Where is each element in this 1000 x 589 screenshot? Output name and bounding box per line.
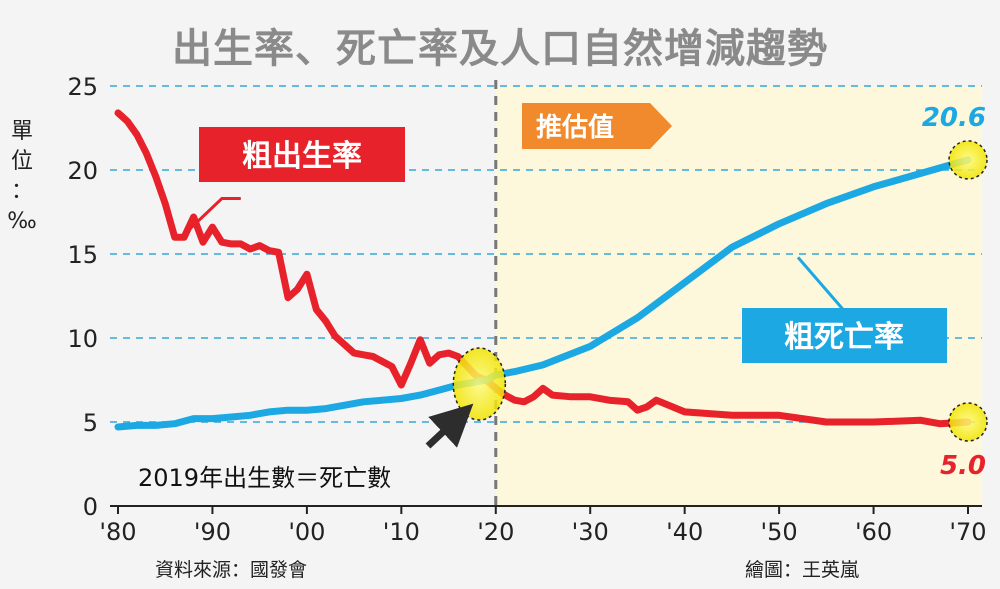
credit-note: 繪圖：王英嵐 (745, 559, 859, 581)
highlight-circle (948, 140, 988, 180)
y-tick-label: 20 (67, 157, 98, 185)
y-tick-label: 5 (83, 409, 98, 437)
death-callout-label: 粗死亡率 (784, 320, 904, 355)
x-axis-ticks: '80 '90 '00 '10 '20 '30 '40 '50 '60 '70 (99, 506, 987, 546)
x-tick-label: '00 (288, 518, 325, 546)
y-axis-label: 單位 ： ‰ (7, 119, 37, 234)
highlights (452, 140, 988, 442)
x-tick-label: '90 (194, 518, 231, 546)
y-tick-label: 25 (67, 73, 98, 101)
birth-callout-box (199, 127, 405, 182)
estimate-badge-label: 推估值 (536, 113, 614, 143)
x-tick-label: '70 (949, 518, 986, 546)
y-tick-label: 0 (83, 493, 98, 521)
death-callout-box (742, 308, 947, 363)
estimate-region (495, 86, 982, 506)
x-tick-label: '50 (761, 518, 798, 546)
y-tick-label: 10 (67, 325, 98, 353)
y-label-char: ‰ (7, 209, 37, 234)
y-label-char: 位 (11, 149, 33, 174)
x-tick-label: '10 (383, 518, 420, 546)
end-value-labels: 20.6 5.0 (922, 103, 986, 481)
crossover-note: 2019年出生數＝死亡數 (138, 464, 391, 492)
highlight-circle (948, 402, 988, 442)
highlight-circle (452, 347, 507, 421)
y-axis-ticks: 0 5 10 15 20 25 (67, 73, 98, 521)
birth-callout-pointer (178, 197, 241, 240)
x-tick-label: '80 (99, 518, 136, 546)
y-tick-label: 15 (67, 241, 98, 269)
birth-callout-label: 粗出生率 (242, 139, 362, 174)
source-note: 資料來源：國發會 (155, 559, 307, 581)
series-line-birth-rate (114, 109, 972, 428)
birth-end-value: 5.0 (940, 451, 986, 481)
x-tick-label: '40 (666, 518, 703, 546)
x-tick-label: '30 (572, 518, 609, 546)
death-end-value: 20.6 (922, 103, 986, 133)
x-tick-label: '60 (855, 518, 892, 546)
y-label-char: ： (11, 179, 33, 204)
y-label-char: 單 (11, 119, 33, 144)
crossover-arrow (425, 403, 474, 449)
estimate-badge: 推估值 (522, 103, 672, 149)
chart-title: 出生率、死亡率及人口自然增減趨勢 (172, 26, 828, 72)
x-tick-label: '20 (477, 518, 514, 546)
